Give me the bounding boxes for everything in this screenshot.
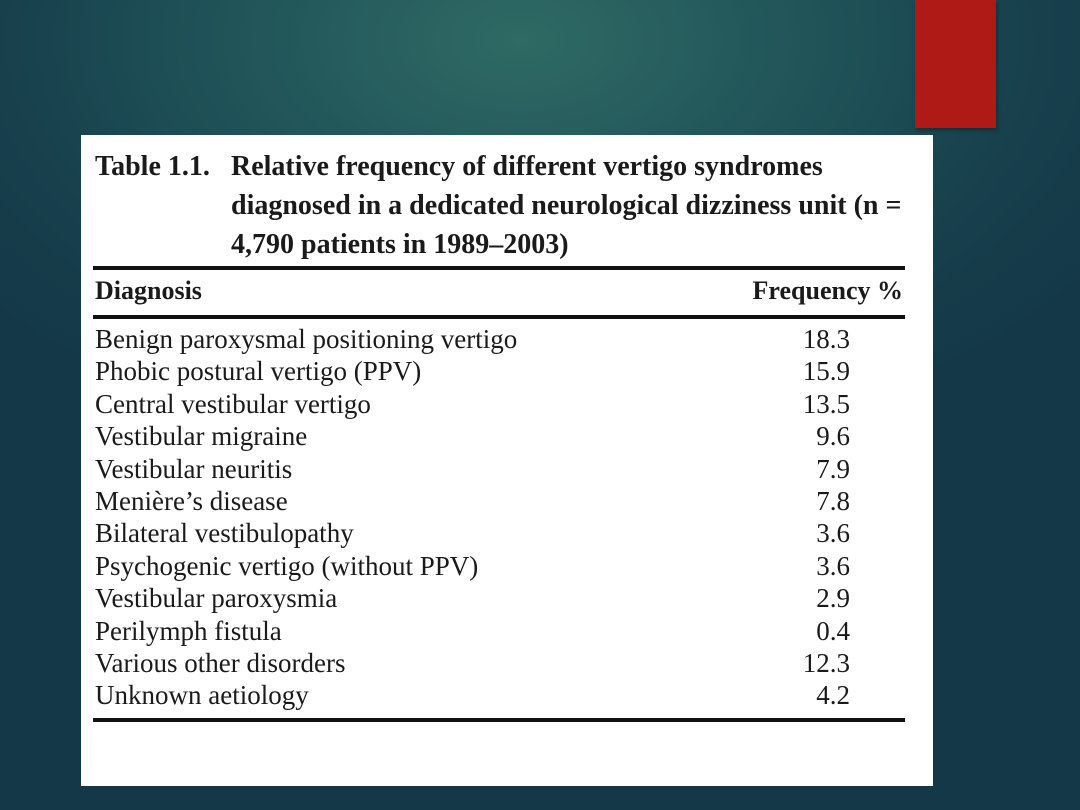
table-bottom-rule	[93, 718, 905, 722]
frequency-cell: 13.5	[802, 388, 850, 419]
frequency-cell: 7.9	[816, 453, 850, 484]
column-header-diagnosis: Diagnosis	[95, 276, 202, 305]
diagnosis-cell: Vestibular migraine	[95, 421, 308, 452]
table-row: Bilateral vestibulopathy 3.6	[95, 517, 905, 549]
frequency-cell: 15.9	[802, 356, 850, 387]
table-row: Benign paroxysmal positioning vertigo 18.…	[95, 323, 905, 355]
table-image-panel: Table 1.1. Relative frequency of differe…	[81, 135, 933, 786]
diagnosis-cell: Perilymph fistula	[95, 615, 282, 646]
diagnosis-cell: Menière’s disease	[95, 485, 288, 516]
frequency-cell: 4.2	[816, 680, 850, 711]
table-caption-number: Table 1.1.	[95, 151, 210, 182]
table-caption-text: Relative frequency of different vertigo …	[231, 151, 902, 260]
frequency-cell: 12.3	[802, 647, 850, 678]
table-row: Vestibular paroxysmia 2.9	[95, 582, 905, 614]
diagnosis-cell: Unknown aetiology	[95, 680, 309, 711]
accent-bar	[915, 0, 996, 128]
diagnosis-cell: Psychogenic vertigo (without PPV)	[95, 550, 479, 581]
diagnosis-cell: Benign paroxysmal positioning vertigo	[95, 324, 518, 354]
diagnosis-cell: Phobic postural vertigo (PPV)	[95, 356, 422, 387]
table-row: Psychogenic vertigo (without PPV) 3.6	[95, 550, 905, 582]
table-row: Phobic postural vertigo (PPV) 15.9	[95, 355, 905, 387]
table-row: Vestibular neuritis 7.9	[95, 453, 905, 485]
table-header-rule	[93, 315, 905, 319]
table-row: Perilymph fistula 0.4	[95, 615, 905, 647]
frequency-cell: 9.6	[816, 421, 850, 452]
frequency-cell: 18.3	[802, 324, 850, 354]
diagnosis-cell: Various other disorders	[95, 647, 346, 678]
diagnosis-cell: Central vestibular vertigo	[95, 388, 371, 419]
table-row: Various other disorders 12.3	[95, 647, 905, 679]
table-row: Vestibular migraine 9.6	[95, 420, 905, 452]
table-row: Unknown aetiology 4.2	[95, 679, 905, 711]
frequency-cell: 7.8	[816, 485, 850, 516]
column-header-frequency: Frequency %	[752, 276, 903, 305]
frequency-cell: 3.6	[816, 550, 850, 581]
frequency-cell: 0.4	[816, 615, 850, 646]
frequency-cell: 2.9	[816, 583, 850, 614]
table-row: Central vestibular vertigo 13.5	[95, 388, 905, 420]
diagnosis-cell: Bilateral vestibulopathy	[95, 518, 354, 549]
table-top-rule	[93, 266, 905, 270]
table-body: Benign paroxysmal positioning vertigo 18.…	[95, 323, 905, 712]
table-row: Menière’s disease 7.8	[95, 485, 905, 517]
diagnosis-cell: Vestibular paroxysmia	[95, 583, 338, 614]
diagnosis-cell: Vestibular neuritis	[95, 453, 293, 484]
frequency-cell: 3.6	[816, 518, 850, 549]
